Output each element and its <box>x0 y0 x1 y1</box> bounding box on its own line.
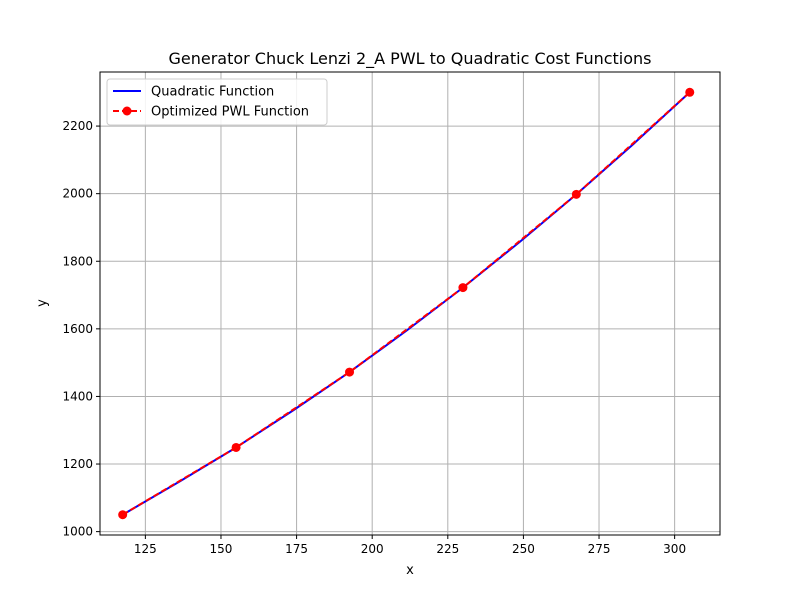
x-tick-label: 125 <box>134 542 157 556</box>
series-point <box>118 510 128 520</box>
x-tick-label: 300 <box>663 542 686 556</box>
series-point <box>345 367 355 377</box>
plot-frame <box>99 71 721 536</box>
ticks: 125 150 175 200 225 250 275 300 1000 1200 1400 1600… <box>62 119 686 556</box>
chart-title: Generator Chuck Lenzi 2_A PWL to Quadrat… <box>168 49 651 69</box>
y-tick-label: 1600 <box>62 322 93 336</box>
legend-label: Quadratic Function <box>151 85 274 100</box>
series-point <box>571 189 581 199</box>
x-tick-label: 200 <box>361 542 384 556</box>
y-axis-label: y <box>35 299 50 307</box>
series-point <box>685 87 695 97</box>
grid <box>100 72 720 535</box>
x-tick-label: 175 <box>285 542 308 556</box>
series-point <box>231 442 241 452</box>
y-tick-label: 1000 <box>62 525 93 539</box>
series-layer <box>118 87 695 520</box>
y-tick-label: 2000 <box>62 187 93 201</box>
legend: Quadratic Function Optimized PWL Function <box>106 78 328 126</box>
legend-box <box>106 78 328 126</box>
x-axis-label: x <box>406 563 414 578</box>
x-tick-label: 225 <box>436 542 459 556</box>
y-tick-label: 1200 <box>62 457 93 471</box>
series-line-2 <box>122 91 691 516</box>
y-tick-label: 1400 <box>62 389 93 403</box>
x-tick-label: 150 <box>210 542 233 556</box>
legend-label: Optimized PWL Function <box>151 105 309 120</box>
y-tick-label: 1800 <box>62 254 93 268</box>
x-tick-label: 275 <box>588 542 611 556</box>
legend-marker <box>122 106 132 116</box>
y-tick-label: 2200 <box>62 119 93 133</box>
plot-area <box>100 72 720 535</box>
series-point <box>458 283 468 293</box>
x-tick-label: 250 <box>512 542 535 556</box>
